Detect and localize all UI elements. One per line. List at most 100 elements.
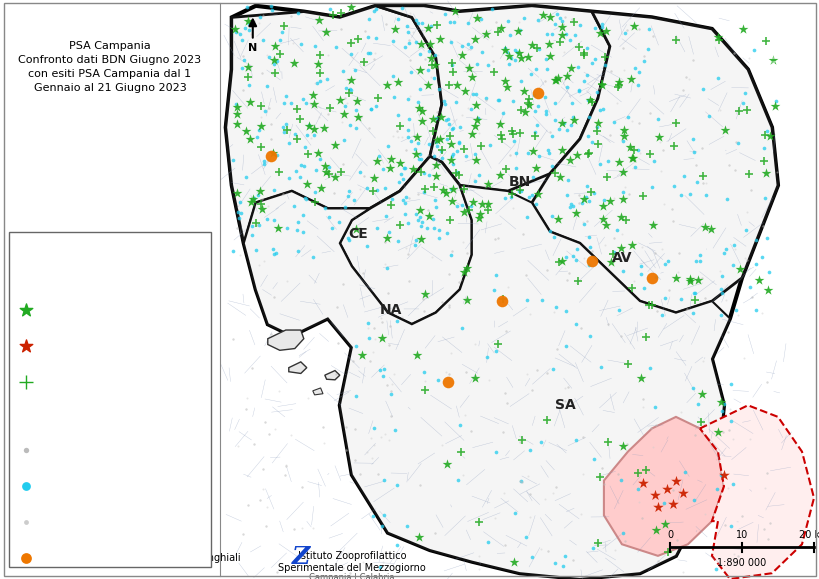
Point — [577, 219, 590, 229]
Point — [648, 525, 661, 534]
Point — [462, 206, 475, 215]
Point — [739, 105, 752, 115]
Polygon shape — [225, 6, 777, 579]
Point — [241, 72, 254, 82]
Point — [520, 369, 533, 379]
Point — [472, 517, 485, 526]
Point — [491, 233, 504, 243]
Point — [565, 113, 578, 122]
Point — [506, 203, 519, 212]
Point — [254, 112, 267, 121]
Point — [311, 148, 324, 157]
Point — [649, 272, 662, 281]
Point — [711, 560, 724, 569]
Point — [382, 164, 396, 173]
Point — [408, 145, 421, 154]
Point — [549, 482, 562, 492]
Point — [390, 540, 403, 549]
Point — [527, 107, 541, 116]
Point — [442, 370, 455, 379]
Point — [455, 471, 468, 480]
Point — [757, 157, 770, 166]
Point — [256, 35, 269, 45]
Polygon shape — [288, 362, 306, 373]
Point — [682, 276, 695, 285]
Point — [609, 225, 622, 234]
Point — [439, 189, 452, 198]
Point — [391, 133, 404, 142]
Polygon shape — [532, 12, 777, 313]
Point — [572, 86, 585, 96]
Point — [624, 74, 637, 83]
Point — [258, 417, 271, 427]
Point — [399, 243, 412, 252]
Point — [555, 561, 568, 570]
Point — [548, 75, 561, 85]
Point — [297, 162, 310, 171]
Point — [477, 181, 491, 190]
Point — [616, 43, 629, 53]
Point — [508, 46, 521, 55]
Point — [432, 234, 445, 243]
Point — [296, 482, 309, 491]
Point — [432, 51, 445, 60]
Point — [341, 233, 354, 243]
Point — [268, 69, 281, 78]
Point — [717, 248, 730, 258]
Point — [391, 126, 404, 135]
Point — [633, 269, 646, 278]
Text: 1:890 000: 1:890 000 — [717, 558, 766, 567]
Point — [513, 185, 526, 195]
Point — [597, 195, 610, 204]
Point — [368, 174, 381, 183]
Point — [253, 186, 266, 195]
Point — [268, 185, 281, 195]
Point — [742, 170, 755, 179]
Point — [559, 306, 572, 316]
Point — [394, 170, 407, 179]
Point — [549, 303, 562, 312]
Point — [717, 470, 730, 479]
Point — [289, 167, 302, 176]
Point — [358, 26, 371, 35]
Point — [620, 25, 633, 35]
Point — [555, 31, 568, 40]
Point — [434, 112, 447, 122]
Point — [425, 61, 438, 70]
Point — [581, 96, 594, 105]
Text: BN: BN — [508, 175, 531, 189]
Point — [338, 94, 351, 103]
Point — [514, 477, 527, 486]
Point — [612, 75, 625, 84]
Point — [346, 357, 360, 366]
Point — [608, 546, 621, 555]
Point — [230, 109, 243, 119]
Point — [242, 501, 255, 510]
Point — [735, 24, 749, 34]
Point — [328, 140, 342, 149]
Point — [247, 196, 260, 205]
Point — [701, 112, 714, 121]
Point — [354, 112, 367, 121]
Point — [492, 96, 505, 105]
Point — [624, 283, 637, 292]
Point — [513, 128, 526, 137]
Point — [686, 134, 699, 144]
Point — [694, 417, 707, 427]
Point — [287, 201, 300, 211]
Point — [550, 345, 563, 354]
Point — [273, 49, 286, 58]
Point — [440, 134, 453, 143]
Point — [487, 67, 500, 76]
Point — [250, 133, 263, 142]
Point — [371, 93, 384, 102]
Point — [387, 426, 400, 435]
Point — [340, 98, 353, 108]
Point — [548, 19, 561, 28]
Point — [718, 295, 731, 305]
Point — [473, 564, 486, 573]
Point — [659, 485, 672, 494]
Point — [429, 161, 442, 170]
Point — [360, 184, 373, 193]
Point — [548, 168, 561, 178]
